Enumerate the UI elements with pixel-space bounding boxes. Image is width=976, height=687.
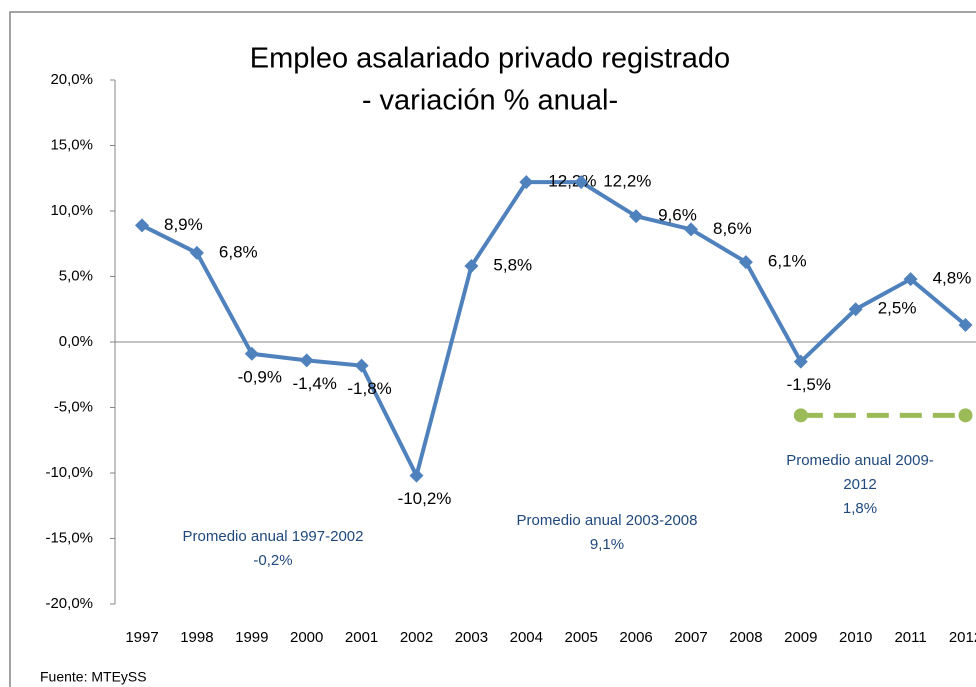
data-label: -1,8% [347,379,391,398]
x-tick-label: 2003 [455,629,488,646]
data-label: -0,9% [238,367,282,386]
y-tick-label: 0,0% [59,333,93,350]
data-label: 5,8% [493,256,532,275]
marker [244,346,259,361]
marker [409,468,424,483]
reference-end [958,408,973,423]
x-tick-label: 2008 [729,629,762,646]
marker [848,302,863,317]
marker [903,272,918,287]
marker [299,353,314,368]
data-label: 6,1% [768,252,807,271]
annotation: Promedio anual 2009- [786,452,934,469]
marker [135,218,149,233]
x-tick-label: 2007 [674,629,707,646]
reference-end [793,408,808,423]
x-tick-label: 2009 [784,629,817,646]
y-tick-label: -15,0% [45,529,93,546]
annotation: Promedio anual 1997-2002 [183,528,364,545]
data-label: 6,8% [219,242,258,261]
data-label: 2,5% [878,299,917,318]
x-tick-label: 2002 [400,629,433,646]
x-tick-label: 1997 [125,629,158,646]
x-tick-label: 2010 [839,629,872,646]
x-tick-label: 2006 [619,629,652,646]
data-label: 8,6% [713,219,752,238]
data-label: 12,2% [603,172,651,191]
x-tick-label: 2001 [345,629,378,646]
annotation: 1,8% [843,500,877,517]
data-label: -1,5% [787,375,831,394]
annotation: 9,1% [590,536,624,553]
marker [629,209,644,224]
y-tick-label: 15,0% [50,136,93,153]
line [141,180,967,482]
y-tick-label: -20,0% [45,595,93,612]
data-label: 8,9% [164,215,203,234]
x-tick-label: 2012 [949,629,976,646]
marker [958,317,973,332]
marker [684,222,698,237]
annotation: Promedio anual 2003-2008 [517,512,698,529]
x-tick-label: 2011 [894,629,926,646]
marker [793,354,808,369]
x-tick-label: 1998 [180,629,213,646]
x-tick-label: 2004 [510,629,543,646]
x-tick-label: 2005 [565,629,598,646]
y-tick-label: 20,0% [50,71,93,88]
marker [189,245,204,260]
y-tick-label: 10,0% [50,202,93,219]
marker [519,175,534,190]
data-label: 12,2% [548,172,596,191]
marker [464,259,479,274]
x-tick-label: 2000 [290,629,323,646]
marker [738,255,753,270]
chart-title: Empleo asalariado privado registrado [250,43,730,75]
annotation: -0,2% [253,552,292,569]
annotation: 2012 [843,476,876,493]
source: Fuente: MTEySS [40,669,147,685]
data-label: 9,6% [658,206,697,225]
x-tick-label: 1999 [235,629,268,646]
data-label: 4,8% [933,269,972,288]
y-tick-label: -5,0% [54,398,93,415]
data-label: -1,4% [292,374,336,393]
marker [354,358,369,373]
y-tick-label: 5,0% [59,267,93,284]
marker [574,175,589,190]
chart-subtitle: - variación % anual- [362,85,618,117]
y-tick-label: -10,0% [45,464,93,481]
data-label: -10,2% [398,489,452,508]
